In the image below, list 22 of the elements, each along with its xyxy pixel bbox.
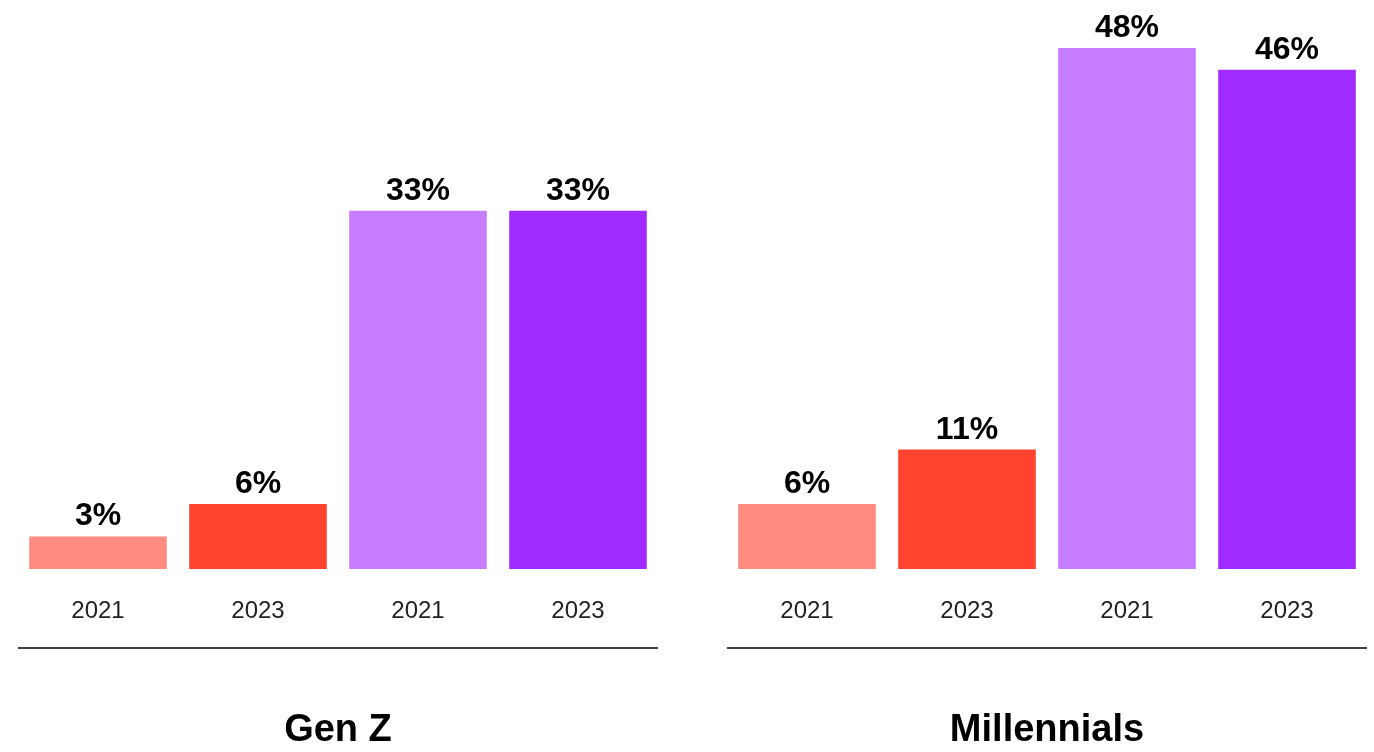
x-tick-label: 2021	[780, 595, 834, 623]
data-label: 3%	[74, 496, 122, 533]
data-label: 33%	[385, 170, 451, 207]
bar	[738, 503, 876, 569]
data-label: 33%	[545, 170, 611, 207]
bar	[898, 449, 1036, 569]
x-tick-label: 2023	[231, 595, 285, 623]
data-label: 6%	[783, 463, 831, 500]
x-axis-title: Gen Z	[284, 707, 392, 749]
bar	[1218, 69, 1356, 569]
bar	[1058, 48, 1196, 569]
x-tick-label: 2021	[71, 595, 125, 623]
x-tick-label: 2021	[1100, 595, 1154, 623]
data-label: 11%	[935, 409, 999, 446]
data-label: 48%	[1094, 8, 1160, 44]
x-tick-label: 2021	[391, 595, 445, 623]
x-tick-label: 2023	[551, 595, 605, 623]
x-tick-label: 2023	[1260, 595, 1314, 623]
x-tick-label: 2023	[940, 595, 994, 623]
data-label: 6%	[234, 463, 282, 500]
data-label: 46%	[1254, 29, 1320, 66]
x-axis-title: Millennials	[949, 707, 1145, 749]
